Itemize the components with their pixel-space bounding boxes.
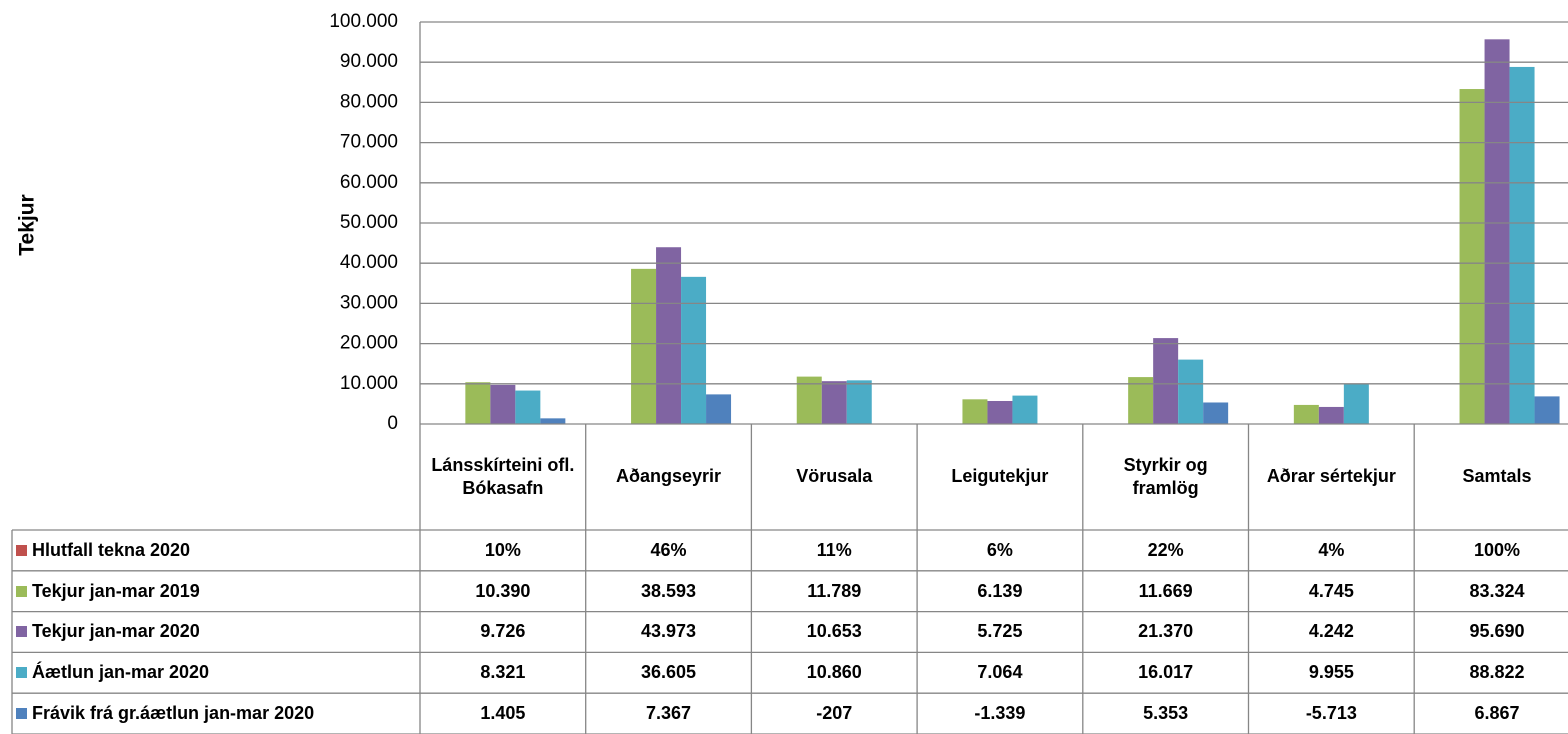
y-tick-label: 30.000 <box>340 292 398 313</box>
bar <box>796 376 822 424</box>
bar <box>631 268 657 424</box>
table-value: 10.653 <box>806 621 862 642</box>
bar <box>1203 402 1229 424</box>
legend-entry: Tekjur jan-mar 2020 <box>12 612 200 653</box>
table-value: 36.605 <box>641 662 697 683</box>
table-value: 4.242 <box>1308 621 1354 642</box>
y-tick-label: 60.000 <box>340 172 398 193</box>
table-value: 7.064 <box>977 662 1023 683</box>
bar <box>681 276 707 424</box>
table-value: 9.726 <box>480 621 526 642</box>
table-value: 88.822 <box>1469 662 1525 683</box>
y-tick-label: 50.000 <box>340 212 398 233</box>
table-value: 9.955 <box>1308 662 1354 683</box>
bar <box>846 380 872 424</box>
bar <box>987 400 1013 424</box>
table-value: 11% <box>816 539 852 560</box>
table-value: 10% <box>484 539 521 560</box>
table-value: 83.324 <box>1469 580 1525 601</box>
legend-entry: Áætlun jan-mar 2020 <box>12 652 209 693</box>
y-tick-label: 0 <box>387 413 398 434</box>
legend-label: Tekjur jan-mar 2020 <box>32 621 200 642</box>
bar <box>1318 406 1344 424</box>
plot-area <box>440 39 1560 424</box>
table-value: 22% <box>1147 539 1184 560</box>
bar <box>706 394 732 424</box>
bar <box>962 399 988 424</box>
legend-entry: Tekjur jan-mar 2019 <box>12 571 200 612</box>
table-value: 6.139 <box>977 580 1023 601</box>
bar <box>515 390 541 424</box>
table-value: 5.353 <box>1143 702 1189 723</box>
legend-label: Frávik frá gr.áætlun jan-mar 2020 <box>32 703 315 724</box>
y-tick-label: 40.000 <box>340 252 398 273</box>
bar <box>821 381 847 424</box>
y-tick-label: 90.000 <box>340 51 398 72</box>
bar <box>465 382 491 424</box>
bar <box>1012 395 1038 424</box>
legend-label: Tekjur jan-mar 2019 <box>32 580 200 601</box>
legend-key <box>16 667 27 679</box>
bar <box>1343 383 1369 424</box>
legend-entry: Hlutfall tekna 2020 <box>12 530 190 571</box>
legend-label: Hlutfall tekna 2020 <box>32 539 191 560</box>
bar <box>490 384 516 424</box>
bar <box>540 418 566 424</box>
table-value: 6.867 <box>1474 702 1520 723</box>
table-value: -5.713 <box>1305 702 1357 723</box>
table-value: -207 <box>816 702 853 723</box>
y-tick-label: 20.000 <box>340 333 398 354</box>
bar <box>1293 404 1319 424</box>
bar <box>656 247 682 424</box>
y-tick-label: 70.000 <box>340 132 398 153</box>
y-axis-label: Tekjur <box>16 194 39 255</box>
category-label: Lánsskírteini ofl. Bókasafn <box>431 454 575 498</box>
bar <box>1484 39 1510 424</box>
table-value: 6% <box>986 539 1013 560</box>
table-value: 4% <box>1318 539 1345 560</box>
legend-label: Áætlun jan-mar 2020 <box>32 662 210 683</box>
table-value: 16.017 <box>1138 662 1194 683</box>
legend-entry: Frávik frá gr.áætlun jan-mar 2020 <box>12 693 314 734</box>
table-value: 95.690 <box>1469 621 1525 642</box>
table-value: 11.789 <box>807 580 862 601</box>
category-label: Vörusala <box>796 466 873 487</box>
category-label: Leigutekjur <box>951 466 1049 487</box>
table-value: 11.669 <box>1138 580 1193 601</box>
table-value: 4.745 <box>1308 580 1354 601</box>
legend-key <box>16 544 27 556</box>
category-label: Styrkir og framlög <box>1123 454 1208 498</box>
bar <box>1509 66 1535 424</box>
table-value: 7.367 <box>646 702 692 723</box>
table-value: 8.321 <box>480 662 526 683</box>
table-value: 10.390 <box>475 580 531 601</box>
table-value: 43.973 <box>641 621 697 642</box>
bar <box>1534 396 1560 424</box>
table-value: 100% <box>1474 539 1521 560</box>
category-label: Aðrar sértekjur <box>1266 466 1396 487</box>
legend-key <box>16 708 27 720</box>
y-tick-label: 80.000 <box>340 91 398 112</box>
table-value: 10.860 <box>806 662 862 683</box>
table-value: -1.339 <box>974 702 1026 723</box>
bar <box>1178 359 1204 424</box>
bar <box>1128 377 1154 424</box>
table-value: 5.725 <box>977 621 1023 642</box>
bar <box>1153 338 1179 424</box>
legend-key <box>16 585 27 597</box>
table-value: 38.593 <box>641 580 697 601</box>
category-label: Samtals <box>1462 466 1532 487</box>
table-value: 46% <box>650 539 687 560</box>
category-label: Aðangseyrir <box>616 466 722 487</box>
table-value: 1.405 <box>480 702 526 723</box>
y-tick-label: 10.000 <box>340 373 398 394</box>
legend-key <box>16 626 27 638</box>
table-value: 21.370 <box>1138 621 1194 642</box>
y-tick-label: 100.000 <box>329 11 398 32</box>
bar <box>1459 89 1485 424</box>
